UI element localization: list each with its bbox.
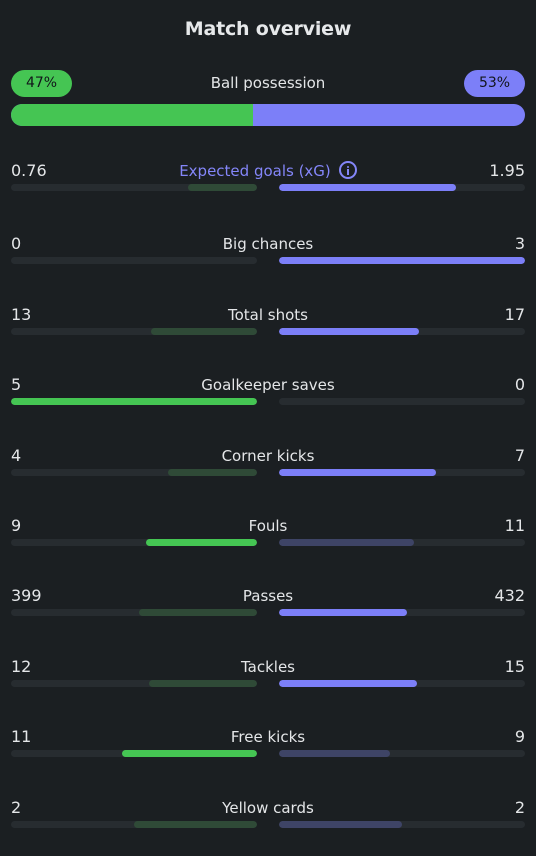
- away-value: 15: [504, 657, 525, 676]
- stat-label-text: Expected goals (xG): [179, 162, 331, 180]
- stat-row: 5 Goalkeeper saves 0: [11, 374, 525, 416]
- away-value: 0: [514, 375, 525, 394]
- stat-row: 4 Corner kicks 7: [11, 445, 525, 487]
- home-value: 12: [11, 657, 32, 676]
- stat-label: Free kicks: [71, 726, 465, 748]
- home-value: 9: [11, 516, 22, 535]
- away-bar-track: [279, 680, 525, 687]
- home-bar-fill: [188, 184, 257, 191]
- away-value: 2: [514, 798, 525, 817]
- away-bar-fill: [279, 680, 417, 687]
- home-possession-fill: [11, 104, 253, 126]
- stat-row: 2 Yellow cards 2: [11, 797, 525, 839]
- away-bar-track: [279, 821, 525, 828]
- home-bar-track: [11, 609, 257, 616]
- home-bar-track: [11, 469, 257, 476]
- away-bar-fill: [279, 469, 437, 476]
- home-bar-track: [11, 750, 257, 757]
- stat-label-text: Yellow cards: [222, 799, 314, 817]
- stat-label: Corner kicks: [71, 445, 465, 467]
- away-value: 9: [514, 727, 525, 746]
- home-bar-track: [11, 821, 257, 828]
- stat-label: Yellow cards: [71, 797, 465, 819]
- home-value: 4: [11, 446, 22, 465]
- home-bar-track: [11, 539, 257, 546]
- away-bar-track: [279, 469, 525, 476]
- stat-label[interactable]: Expected goals (xG): [71, 160, 465, 182]
- stat-label-text: Big chances: [222, 235, 314, 253]
- away-value: 432: [494, 586, 525, 605]
- home-value: 399: [11, 586, 42, 605]
- ball-possession: 47% Ball possession 53%: [11, 70, 525, 126]
- away-bar-track: [279, 398, 525, 405]
- stat-row: 0 Big chances 3: [11, 233, 525, 275]
- away-bar-track: [279, 184, 525, 191]
- stat-row: 9 Fouls 11: [11, 515, 525, 557]
- stat-label-text: Goalkeeper saves: [201, 376, 335, 394]
- away-bar-fill: [279, 750, 390, 757]
- stat-label: Big chances: [71, 233, 465, 255]
- away-bar-fill: [279, 257, 525, 264]
- home-value: 0.76: [11, 161, 47, 180]
- possession-label: Ball possession: [210, 74, 326, 92]
- stat-row: 0.76 Expected goals (xG) 1.95: [11, 160, 525, 202]
- away-bar-track: [279, 609, 525, 616]
- stat-row: 12 Tackles 15: [11, 656, 525, 698]
- page-title: Match overview: [184, 18, 352, 40]
- away-bar-track: [279, 257, 525, 264]
- stat-label-text: Free kicks: [230, 728, 306, 746]
- home-bar-fill: [11, 398, 257, 405]
- possession-bar: [11, 104, 525, 126]
- home-value: 2: [11, 798, 22, 817]
- away-value: 1.95: [489, 161, 525, 180]
- home-bar-fill: [151, 328, 257, 335]
- stat-label-text: Tackles: [240, 658, 296, 676]
- home-possession-badge: 47%: [11, 70, 72, 97]
- away-value: 3: [514, 234, 525, 253]
- away-bar-track: [279, 750, 525, 757]
- away-bar-fill: [279, 184, 457, 191]
- away-bar-fill: [279, 328, 420, 335]
- stat-label-text: Fouls: [248, 517, 288, 535]
- home-bar-fill: [121, 750, 257, 757]
- home-value: 5: [11, 375, 22, 394]
- stat-label-text: Corner kicks: [221, 447, 315, 465]
- home-value: 11: [11, 727, 32, 746]
- away-value: 7: [514, 446, 525, 465]
- stat-label: Fouls: [71, 515, 465, 537]
- away-bar-fill: [279, 539, 415, 546]
- away-value: 17: [504, 305, 525, 324]
- home-bar-track: [11, 680, 257, 687]
- away-bar-track: [279, 539, 525, 546]
- away-possession-badge: 53%: [464, 70, 525, 97]
- away-bar-fill: [279, 821, 402, 828]
- home-value: 0: [11, 234, 22, 253]
- away-bar-fill: [279, 609, 407, 616]
- stat-label: Passes: [71, 585, 465, 607]
- away-value: 11: [504, 516, 525, 535]
- home-bar-fill: [148, 680, 257, 687]
- stat-label-text: Passes: [242, 587, 294, 605]
- stat-row: 13 Total shots 17: [11, 304, 525, 346]
- stat-label-text: Total shots: [228, 306, 308, 324]
- home-bar-track: [11, 328, 257, 335]
- home-bar-fill: [134, 821, 257, 828]
- stat-label: Total shots: [71, 304, 465, 326]
- home-bar-track: [11, 184, 257, 191]
- away-bar-track: [279, 328, 525, 335]
- home-bar-fill: [168, 469, 257, 476]
- stat-row: 11 Free kicks 9: [11, 726, 525, 768]
- stat-row: 399 Passes 432: [11, 585, 525, 627]
- home-value: 13: [11, 305, 32, 324]
- home-bar-track: [11, 398, 257, 405]
- home-bar-fill: [138, 609, 257, 616]
- stat-label: Tackles: [71, 656, 465, 678]
- home-bar-track: [11, 257, 257, 264]
- info-icon[interactable]: [338, 161, 357, 179]
- stat-label: Goalkeeper saves: [71, 374, 465, 396]
- home-bar-fill: [146, 539, 257, 546]
